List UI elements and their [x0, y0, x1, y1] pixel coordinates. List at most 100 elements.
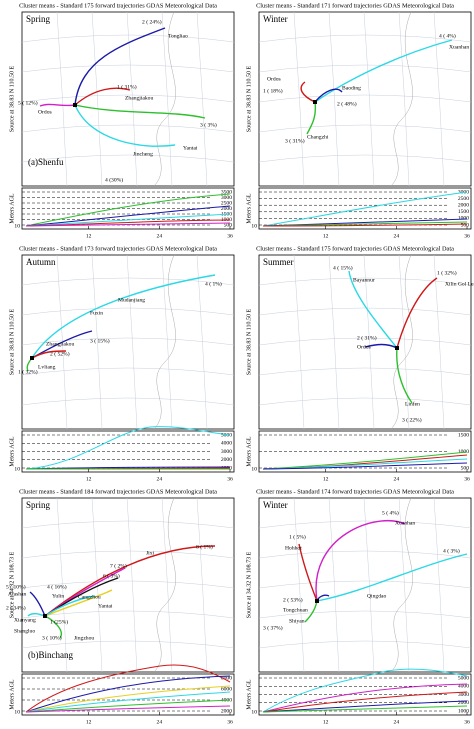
panel: Cluster means - Standard 175 forward tra… — [9, 2, 235, 239]
parallel — [258, 520, 472, 529]
parallel — [21, 550, 235, 559]
source-marker — [395, 346, 399, 350]
source-label: Source at 38.83 N 110.50 E — [246, 309, 252, 376]
trajectory — [27, 613, 46, 617]
place-label: Fuxin — [90, 310, 103, 316]
base-height: 10 — [14, 466, 20, 472]
coastline — [153, 11, 176, 187]
height-tick: 4000 — [221, 441, 232, 447]
parallel — [21, 94, 235, 103]
place-label: Ordos — [357, 344, 371, 350]
cluster-label: 4 ( 4%) — [439, 32, 456, 39]
season: Spring — [26, 500, 51, 510]
x-tick-label: 36 — [227, 233, 233, 239]
height-tick: 2000 — [221, 206, 232, 212]
map-frame — [21, 497, 235, 673]
height-tick: 1500 — [458, 209, 469, 215]
height-tick: 3500 — [221, 189, 232, 195]
meridian — [398, 254, 410, 430]
place-label: Mudanjiang — [118, 297, 145, 303]
trajectory — [316, 553, 468, 602]
height-profile — [25, 675, 231, 713]
cluster-label: 1 ( 18%) — [263, 87, 283, 94]
cluster-label: 2 ( 53%) — [283, 596, 303, 603]
trajectory — [304, 600, 318, 623]
cluster-label: 4 ( 15%) — [333, 264, 353, 271]
meridian — [91, 11, 103, 187]
trajectory — [396, 347, 413, 404]
place-label: Zhangjiakou — [125, 95, 153, 101]
trajectory — [29, 591, 46, 617]
x-tick-label: 12 — [323, 476, 329, 482]
source-marker — [315, 599, 319, 603]
place-label: Shangluo — [14, 628, 35, 634]
cluster-label: 1 ( 5%) — [289, 533, 306, 540]
parallel — [21, 337, 235, 346]
height-profile — [262, 462, 468, 470]
height-profile — [262, 705, 468, 713]
trajectory — [298, 543, 318, 602]
trajectory — [315, 520, 406, 602]
height-profile — [262, 700, 468, 713]
parallel — [258, 610, 472, 619]
place-label: Jixi — [146, 550, 155, 556]
parallel — [21, 397, 235, 406]
trajectory — [314, 88, 343, 103]
meridian — [363, 11, 375, 187]
source-label: Source at 38.83 N 110.50 E — [9, 66, 15, 133]
place-label: Yulin — [52, 593, 64, 599]
panel-title: Cluster means - Standard 174 forward tra… — [256, 488, 454, 495]
parallel — [258, 34, 472, 43]
parallel — [258, 64, 472, 73]
height-profile — [25, 222, 231, 227]
height-tick: 1000 — [458, 449, 469, 455]
height-tick: 3000 — [221, 449, 232, 455]
x-tick-label: 36 — [227, 719, 233, 725]
source-marker — [313, 100, 317, 104]
place-label: Ordos — [267, 76, 281, 82]
height-profile — [262, 191, 468, 227]
base-height: 10 — [14, 709, 20, 715]
cluster-label: 2 ( 31%) — [357, 334, 377, 341]
panel: Cluster means - Standard 171 forward tra… — [246, 2, 472, 239]
panel-title: Cluster means - Standard 184 forward tra… — [19, 488, 217, 495]
trajectory — [74, 104, 206, 119]
cluster-label: 2 ( 34%) — [6, 604, 26, 611]
height-tick: 5000 — [458, 675, 469, 681]
meridian — [293, 11, 305, 187]
parallel — [21, 520, 235, 529]
y-axis-label: Meters AGL — [9, 193, 15, 223]
x-tick-label: 12 — [86, 233, 92, 239]
trajectory — [31, 350, 67, 359]
panel-title: Cluster means - Standard 173 forward tra… — [19, 245, 217, 252]
parallel — [21, 277, 235, 286]
cluster-label: 2 ( 24%) — [142, 18, 162, 25]
meridian — [363, 254, 375, 430]
meridian — [91, 497, 103, 673]
height-tick: 2000 — [221, 457, 232, 463]
parallel — [258, 580, 472, 589]
trajectory — [306, 101, 317, 135]
cluster-label: 8 ( 1%) — [196, 543, 213, 550]
height-profile — [262, 668, 468, 713]
meridian — [398, 497, 410, 673]
map-frame — [21, 254, 235, 430]
height-tick: 2000 — [458, 700, 469, 706]
height-tick: 4000 — [458, 684, 469, 690]
height-tick: 3000 — [221, 195, 232, 201]
panel: Cluster means - Standard 174 forward tra… — [246, 488, 472, 725]
x-tick-label: 12 — [86, 719, 92, 725]
trajectory — [44, 615, 62, 639]
season: Spring — [26, 14, 51, 24]
place-label: Zhangjiakou — [46, 341, 74, 347]
meridian — [433, 254, 445, 430]
cluster-label: 4 ( 3%) — [443, 547, 460, 554]
height-tick: 500 — [461, 465, 470, 471]
coastline — [390, 254, 413, 430]
x-tick-label: 12 — [323, 233, 329, 239]
height-profile — [25, 213, 231, 227]
height-profile — [25, 193, 231, 227]
x-tick-label: 24 — [394, 233, 400, 239]
trajectory — [300, 81, 316, 103]
